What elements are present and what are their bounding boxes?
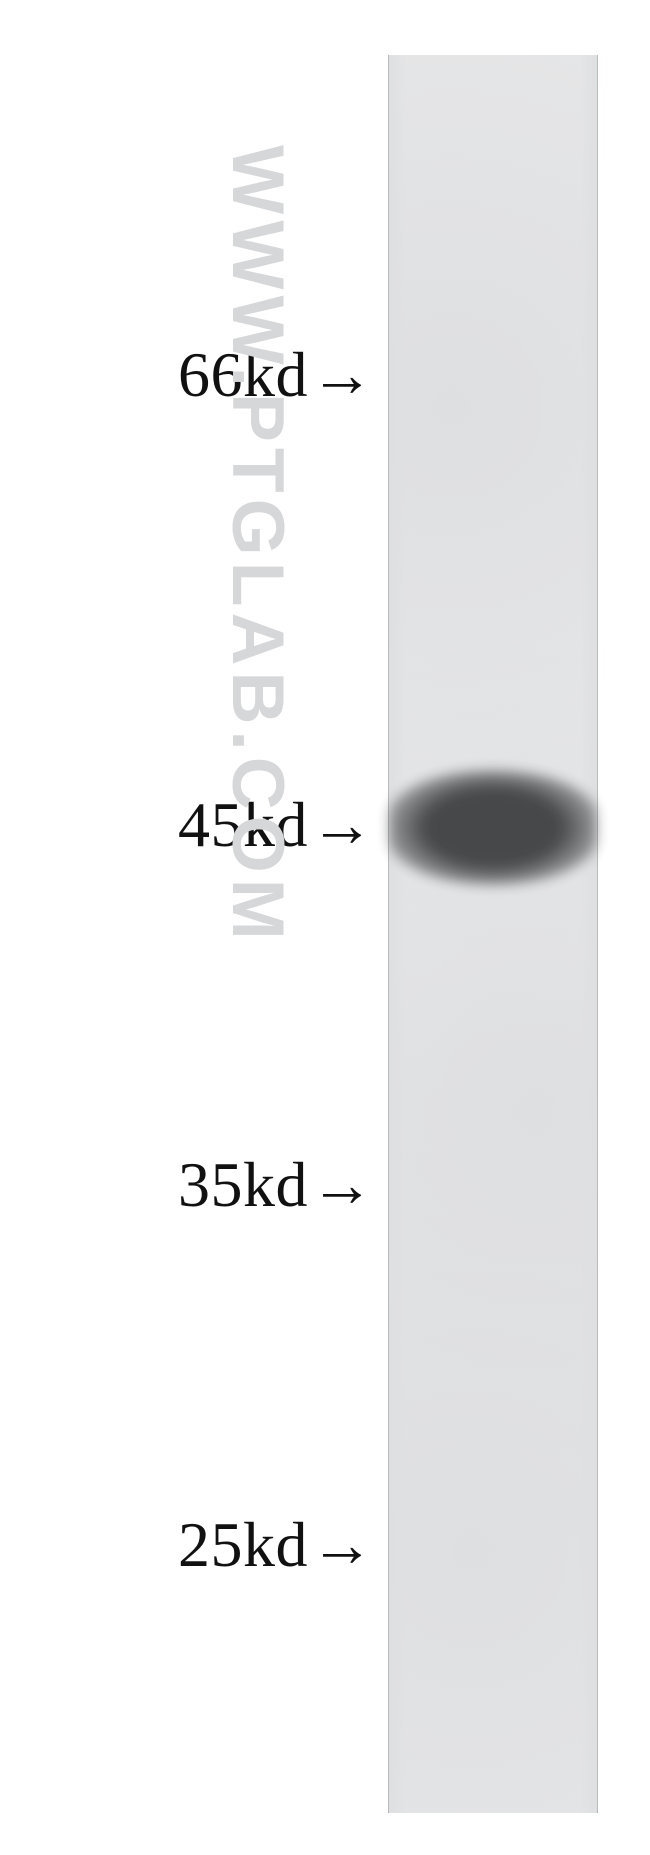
gel-lane (388, 55, 598, 1813)
arrow-right-icon: → (310, 1148, 374, 1222)
mw-marker-label: 35kd (178, 1148, 308, 1222)
mw-marker-label: 45kd (178, 788, 308, 862)
mw-marker: 25kd→ (178, 1508, 374, 1582)
mw-marker: 35kd→ (178, 1148, 374, 1222)
arrow-right-icon: → (310, 338, 374, 412)
mw-marker-label: 25kd (178, 1508, 308, 1582)
protein-band (389, 770, 597, 885)
arrow-right-icon: → (310, 1508, 374, 1582)
mw-marker: 66kd→ (178, 338, 374, 412)
arrow-right-icon: → (310, 788, 374, 862)
blot-canvas: 66kd→45kd→35kd→25kd→ WWW.PTGLAB.COM (0, 0, 650, 1855)
mw-marker-label: 66kd (178, 338, 308, 412)
mw-marker: 45kd→ (178, 788, 374, 862)
